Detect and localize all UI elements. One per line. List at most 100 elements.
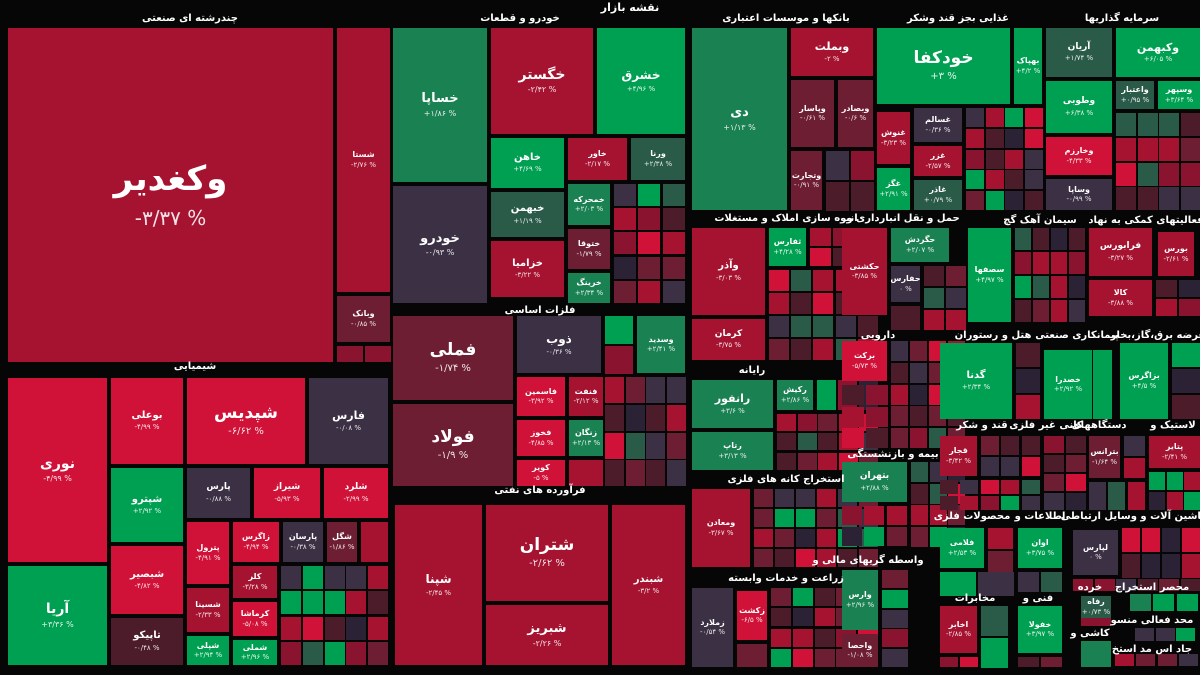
mini-stock-tile[interactable]: [605, 433, 624, 459]
mini-stock-tile[interactable]: [325, 642, 345, 665]
mini-stock-tile[interactable]: [1136, 654, 1155, 666]
stock-tile[interactable]: وخارزم -۴/۳۳ %: [1046, 137, 1112, 175]
mini-stock-tile[interactable]: [842, 428, 864, 448]
stock-tile[interactable]: نوری -۴/۹۹ %: [8, 378, 107, 562]
mini-stock-tile[interactable]: [1159, 579, 1179, 591]
mini-stock-tile[interactable]: [1124, 458, 1145, 478]
mini-stock-tile[interactable]: [1159, 163, 1179, 186]
mini-stock-tile[interactable]: [891, 428, 908, 448]
mini-stock-tile[interactable]: [981, 457, 999, 476]
stock-tile[interactable]: شملی +۲/۹۶ %: [233, 640, 277, 665]
mini-stock-tile[interactable]: [1025, 191, 1043, 210]
mini-stock-tile[interactable]: [1179, 280, 1200, 297]
stock-tile[interactable]: ورنا +۲/۳۸ %: [631, 138, 685, 180]
stock-tile[interactable]: وبانک -۰/۸۵ %: [337, 296, 390, 342]
mini-stock-tile[interactable]: [1022, 436, 1040, 455]
mini-stock-tile[interactable]: [638, 257, 660, 279]
mini-stock-tile[interactable]: [813, 270, 833, 291]
mini-stock-tile[interactable]: [1041, 657, 1062, 667]
stock-tile[interactable]: لپارس ۰ %: [1073, 530, 1118, 575]
mini-stock-tile[interactable]: [1184, 472, 1200, 490]
mini-stock-tile[interactable]: [882, 649, 908, 667]
mini-stock-tile[interactable]: [882, 610, 908, 628]
mini-stock-tile[interactable]: [798, 433, 817, 450]
mini-stock-tile[interactable]: [1033, 300, 1049, 322]
mini-stock-tile[interactable]: [1179, 299, 1200, 316]
stock-tile[interactable]: رکیش +۲/۸۶ %: [777, 380, 813, 410]
mini-stock-tile[interactable]: [614, 184, 636, 206]
mini-stock-tile[interactable]: [940, 657, 958, 667]
mini-stock-tile[interactable]: [826, 151, 849, 180]
stock-tile[interactable]: شبصیر -۴/۸۲ %: [111, 546, 183, 614]
mini-stock-tile[interactable]: [842, 506, 862, 525]
stock-tile[interactable]: زملارد -۰/۵۴ %: [692, 588, 733, 667]
mini-stock-tile[interactable]: [1167, 492, 1183, 510]
stock-tile[interactable]: اوان +۳/۷۵ %: [1018, 528, 1062, 568]
mini-stock-tile[interactable]: [646, 377, 665, 403]
mini-stock-tile[interactable]: [1115, 654, 1134, 666]
stock-tile[interactable]: وساپا -۰/۹۹ %: [1046, 179, 1112, 210]
mini-stock-tile[interactable]: [910, 406, 927, 426]
mini-stock-tile[interactable]: [986, 150, 1004, 169]
stock-tile[interactable]: شیراز -۵/۹۳ %: [254, 468, 320, 518]
mini-stock-tile[interactable]: [614, 208, 636, 230]
mini-stock-tile[interactable]: [1095, 579, 1115, 591]
mini-stock-tile[interactable]: [1162, 528, 1180, 552]
mini-stock-tile[interactable]: [754, 509, 773, 527]
mini-stock-tile[interactable]: [1182, 528, 1200, 552]
stock-tile[interactable]: شلرد -۲/۹۹ %: [324, 468, 388, 518]
mini-stock-tile[interactable]: [796, 549, 815, 567]
mini-stock-tile[interactable]: [1142, 528, 1160, 552]
mini-stock-tile[interactable]: [911, 527, 928, 547]
mini-stock-tile[interactable]: [796, 489, 815, 507]
mini-stock-tile[interactable]: [1005, 170, 1023, 189]
mini-stock-tile[interactable]: [1018, 572, 1039, 592]
mini-stock-tile[interactable]: [1116, 163, 1136, 186]
stock-tile[interactable]: دی +۱/۱۳ %: [692, 28, 787, 210]
mini-stock-tile[interactable]: [988, 551, 1013, 572]
mini-stock-tile[interactable]: [368, 591, 388, 614]
mini-stock-tile[interactable]: [638, 184, 660, 206]
mini-stock-tile[interactable]: [775, 509, 794, 527]
mini-stock-tile[interactable]: [1142, 554, 1160, 578]
stock-tile[interactable]: بتهران +۲/۸۸ %: [842, 462, 907, 502]
mini-stock-tile[interactable]: [1156, 628, 1175, 641]
stock-tile[interactable]: خگستر -۲/۴۲ %: [491, 28, 593, 134]
mini-stock-tile[interactable]: [1066, 455, 1086, 472]
mini-stock-tile[interactable]: [1016, 395, 1040, 419]
mini-stock-tile[interactable]: [882, 590, 908, 608]
mini-stock-tile[interactable]: [754, 549, 773, 567]
mini-stock-tile[interactable]: [1116, 579, 1136, 591]
mini-stock-tile[interactable]: [626, 433, 645, 459]
mini-stock-tile[interactable]: [960, 657, 978, 667]
stock-tile[interactable]: ثفارس +۴/۲۸ %: [769, 228, 806, 266]
mini-stock-tile[interactable]: [1005, 108, 1023, 127]
mini-stock-tile[interactable]: [1066, 474, 1086, 491]
mini-stock-tile[interactable]: [1044, 493, 1064, 510]
stock-tile[interactable]: زکشت -۶/۵ %: [737, 591, 767, 640]
stock-tile[interactable]: پارس -۰/۸۸ %: [187, 468, 250, 518]
stock-tile[interactable]: رفاه +۰/۷۳ %: [1081, 596, 1111, 618]
mini-stock-tile[interactable]: [663, 208, 685, 230]
mini-stock-tile[interactable]: [1116, 138, 1136, 161]
mini-stock-tile[interactable]: [1138, 163, 1158, 186]
mini-stock-tile[interactable]: [924, 266, 944, 286]
stock-tile[interactable]: رتاپ +۳/۱۳ %: [692, 432, 773, 470]
stock-tile[interactable]: قجار -۳/۴۲ %: [940, 436, 977, 476]
mini-stock-tile[interactable]: [337, 346, 363, 362]
mini-stock-tile[interactable]: [1159, 113, 1179, 136]
stock-tile[interactable]: شپنا -۲/۴۵ %: [395, 505, 482, 665]
mini-stock-tile[interactable]: [810, 228, 831, 246]
mini-stock-tile[interactable]: [605, 405, 624, 431]
mini-stock-tile[interactable]: [815, 588, 835, 606]
stock-tile[interactable]: وطوبی +۶/۳۸ %: [1046, 81, 1112, 133]
mini-stock-tile[interactable]: [1041, 572, 1062, 592]
mini-stock-tile[interactable]: [754, 489, 773, 507]
mini-stock-tile[interactable]: [858, 316, 878, 337]
mini-stock-tile[interactable]: [946, 266, 966, 286]
stock-tile[interactable]: خودرو -۰/۹۳ %: [393, 186, 487, 303]
mini-stock-tile[interactable]: [303, 642, 323, 665]
stock-tile[interactable]: وکبهمن +۶/۰۵ %: [1116, 28, 1200, 77]
stock-tile[interactable]: خودکفا +۳ %: [877, 28, 1010, 104]
mini-stock-tile[interactable]: [325, 617, 345, 640]
